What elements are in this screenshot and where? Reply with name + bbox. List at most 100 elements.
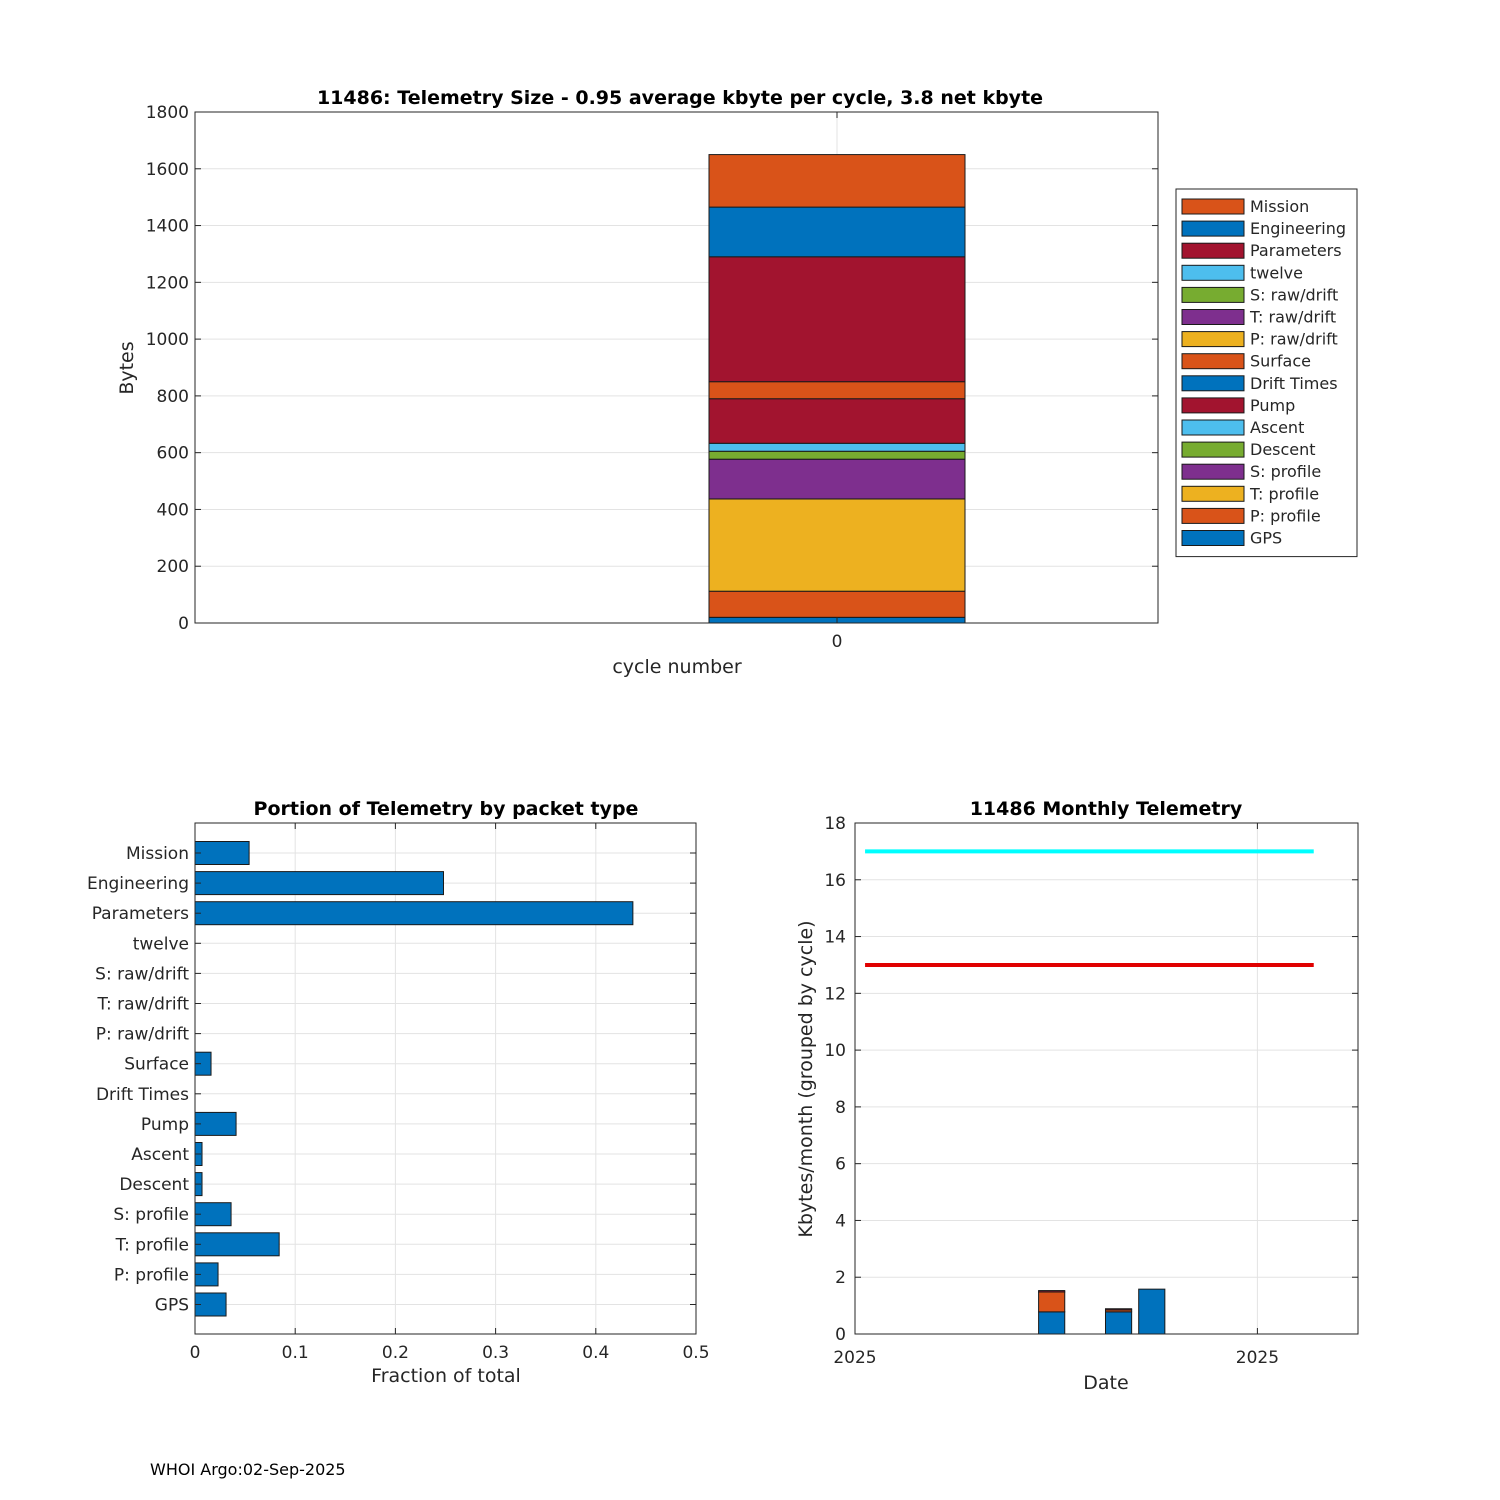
legend-entry: S: raw/drift (1250, 285, 1338, 304)
legend-entry: Engineering (1250, 219, 1346, 238)
y-tick-label: 16 (824, 871, 846, 891)
legend-swatch (1181, 441, 1245, 458)
bar-pump (194, 1111, 237, 1136)
y-tick-label: 1600 (146, 160, 189, 180)
bar-segment (1104, 1308, 1133, 1311)
legend: Mission Engineering Parameters twelve S: raw… (1175, 188, 1358, 558)
y-tick-label: twelve (133, 934, 189, 954)
y-tick-label: 400 (157, 500, 189, 520)
limit-lines (865, 849, 1314, 967)
y-tick-label: 18 (824, 814, 846, 834)
legend-swatch (1181, 507, 1245, 524)
y-tick-label: 0 (178, 614, 189, 634)
legend-swatch (1181, 397, 1245, 414)
legend-entry: S: profile (1250, 462, 1321, 481)
chart-title: 11486: Telemetry Size - 0.95 average kby… (317, 87, 1043, 109)
y-tick-label: 10 (824, 1041, 846, 1061)
y-tick-label: Engineering (87, 874, 189, 894)
y-axis-label: Bytes (116, 341, 138, 394)
y-tick-label: P: profile (114, 1265, 189, 1285)
bar-segment-s-profile (708, 458, 966, 500)
stacked-bars (708, 154, 966, 624)
bar-segment-t-profile (708, 498, 966, 592)
bar-parameters (194, 901, 634, 926)
y-tick-label: Descent (119, 1175, 189, 1195)
x-axis-label: Fraction of total (371, 1365, 521, 1387)
footer-stamp: WHOI Argo:02-Sep-2025 (150, 1460, 346, 1479)
bar-segment-parameters (708, 256, 966, 383)
x-axis-label: Date (1083, 1372, 1128, 1394)
x-tick-label: 0.3 (482, 1343, 509, 1363)
legend-entry: Descent (1250, 440, 1316, 459)
x-tick-label: 2025 (1236, 1348, 1279, 1368)
x-tick-label: 0 (190, 1343, 201, 1363)
y-tick-label: 0 (835, 1325, 846, 1345)
chart-title: 11486 Monthly Telemetry (970, 798, 1243, 820)
bar-mission (194, 841, 250, 865)
bar-segment (1038, 1291, 1066, 1313)
x-tick-label: 2025 (833, 1348, 876, 1368)
y-tick-label: 4 (835, 1211, 846, 1231)
y-tick-label: 8 (835, 1098, 846, 1118)
chart-title: Portion of Telemetry by packet type (254, 798, 639, 820)
bar-segment-pump (708, 398, 966, 444)
y-tick-label: Parameters (92, 904, 189, 924)
y-tick-label: GPS (155, 1296, 189, 1316)
monthly-bars (1038, 1288, 1166, 1335)
x-axis-label: cycle number (612, 656, 741, 678)
legend-swatch (1181, 463, 1245, 480)
legend-entry: T: raw/drift (1249, 308, 1336, 327)
y-tick-label: P: raw/drift (96, 1025, 190, 1045)
y-tick-label: 6 (835, 1155, 846, 1175)
y-tick-label: 14 (824, 928, 846, 948)
y-tick-label: 12 (824, 984, 846, 1004)
bar-segment (1038, 1311, 1066, 1335)
y-axis-label: Kbytes/month (grouped by cycle) (795, 920, 817, 1237)
y-tick-label: 1000 (146, 330, 189, 350)
y-tick-label: 600 (157, 444, 189, 464)
legend-swatch (1181, 375, 1245, 392)
legend-entry: T: profile (1249, 484, 1319, 503)
y-tick-label: 200 (157, 557, 189, 577)
horizontal-bars (194, 841, 634, 1317)
legend-swatch (1181, 309, 1245, 325)
y-tick-label: 800 (157, 387, 189, 407)
y-tick-label: 1200 (146, 273, 189, 293)
x-tick-label: 0.2 (382, 1343, 409, 1363)
y-tick-label: 1400 (146, 217, 189, 237)
tick-labels: 0 200 400 600 800 1000 1200 1400 1600 1800 0 (146, 103, 1158, 652)
legend-entry: Pump (1250, 396, 1295, 415)
y-tick-label: Surface (124, 1055, 189, 1075)
y-tick-label: Pump (141, 1115, 189, 1135)
x-tick-label: 0 (832, 632, 843, 652)
y-tick-label: T: profile (115, 1235, 189, 1255)
legend-swatch (1181, 331, 1245, 348)
legend-entry: P: raw/drift (1250, 330, 1338, 349)
y-tick-label: S: raw/drift (95, 964, 189, 984)
plot-frame (854, 822, 1359, 1335)
x-tick-label: 0.1 (282, 1343, 309, 1363)
y-tick-label: Mission (126, 844, 189, 864)
fraction-by-packet-chart: 0 0.1 0.2 0.3 0.4 0.5 Mission Engineering Parame… (87, 798, 710, 1387)
legend-swatch (1181, 485, 1245, 502)
y-tick-label: S: profile (113, 1205, 189, 1225)
legend-entry: twelve (1250, 263, 1303, 282)
legend-entry: P: profile (1250, 506, 1321, 525)
legend-swatch (1181, 220, 1245, 237)
y-tick-label: 2 (835, 1268, 846, 1288)
plot-frame (194, 822, 697, 1335)
legend-entry: Surface (1250, 352, 1311, 371)
bar-segment-mission (708, 154, 966, 208)
tick-labels: 0 2 4 6 8 10 12 14 16 18 2025 2025 (824, 814, 1358, 1368)
telemetry-size-chart: 0 200 400 600 800 1000 1200 1400 1600 1800 0 11486… (116, 87, 1358, 678)
bar-segment-ascent (708, 442, 966, 452)
legend-swatch (1181, 286, 1245, 303)
legend-entry: Parameters (1250, 241, 1342, 260)
plot-frame (194, 111, 1159, 624)
bar-segment (1138, 1288, 1166, 1335)
legend-entry: Mission (1250, 197, 1309, 216)
legend-swatch (1181, 530, 1245, 546)
bar-segment-surface (708, 381, 966, 400)
bar-segment (1038, 1290, 1066, 1293)
